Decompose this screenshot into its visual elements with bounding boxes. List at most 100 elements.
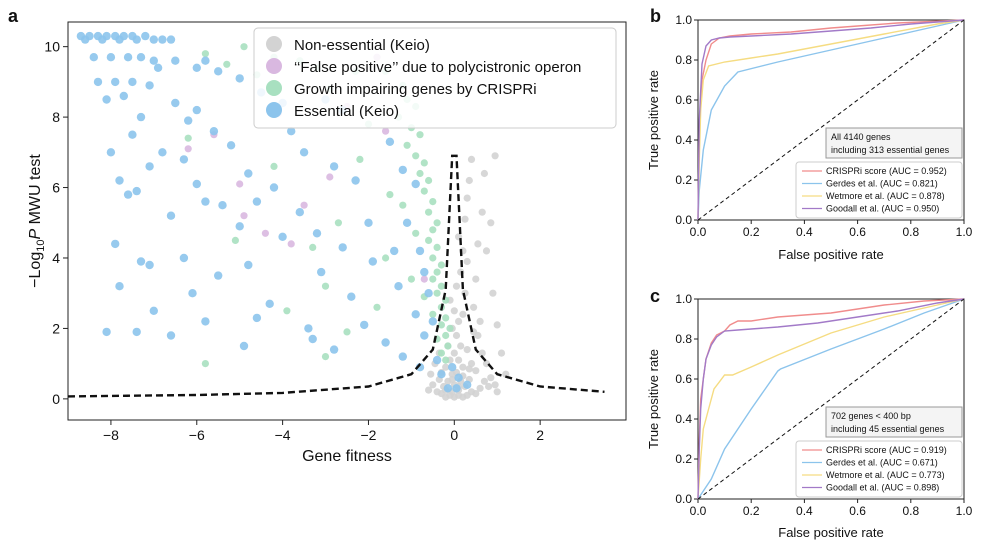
scatter-point (425, 236, 433, 244)
a-ytick-label: 6 (52, 180, 60, 196)
scatter-point (491, 152, 499, 160)
scatter-point (119, 91, 128, 101)
scatter-point (420, 267, 429, 277)
roc-curve (697, 298, 965, 500)
roc-curve (697, 19, 965, 221)
scatter-point (321, 282, 330, 290)
scatter-point (493, 321, 501, 329)
roc-xtick-label: 0.6 (849, 225, 866, 239)
scatter-point (201, 197, 210, 206)
scatter-point (415, 246, 425, 256)
scatter-point (480, 169, 488, 178)
panel-a-label: a (8, 6, 19, 26)
scatter-point (455, 317, 463, 325)
scatter-point (201, 50, 209, 58)
scatter-point (385, 137, 395, 146)
scatter-point (452, 282, 461, 290)
panel-a-legend: Non-essential (Keio) ‘‘False positive’’ … (253, 27, 617, 129)
scatter-point (270, 162, 278, 170)
scatter-point (459, 363, 467, 371)
scatter-point (252, 197, 262, 206)
scatter-point (188, 289, 197, 298)
scatter-point (399, 201, 407, 209)
scatter-point (429, 381, 437, 389)
roc-curve (697, 298, 965, 500)
panel-b-legend-wetmore: Wetmore et al. (AUC = 0.878) (826, 191, 945, 201)
panel-b-legend-crispri: CRISPRi score (AUC = 0.952) (826, 166, 947, 176)
scatter-point (158, 35, 167, 44)
panel-a-x-axis-label: Gene fitness (302, 448, 392, 465)
scatter-point (223, 60, 231, 68)
scatter-point (461, 215, 469, 223)
panel-c-legend-box (795, 440, 963, 498)
roc-ytick-label: 0.4 (675, 412, 692, 426)
a-xtick-label: −6 (189, 427, 205, 443)
scatter-point (145, 81, 154, 90)
scatter-point (106, 53, 116, 62)
scatter-point (295, 208, 304, 217)
scatter-point (343, 328, 351, 336)
scatter-point (480, 377, 488, 385)
panel-c-legend-crispri: CRISPRi score (AUC = 0.919) (826, 445, 947, 455)
scatter-point (457, 342, 465, 350)
scatter-point (123, 190, 133, 199)
scatter-point (452, 384, 461, 393)
scatter-point (390, 246, 399, 256)
scatter-point (308, 334, 317, 344)
scatter-point (265, 299, 274, 308)
scatter-point (244, 260, 253, 270)
scatter-point (411, 179, 420, 189)
scatter-point (235, 222, 244, 231)
scatter-point (287, 127, 296, 136)
roc-ytick-label: 0.0 (675, 213, 692, 227)
a-xtick-label: 0 (450, 427, 458, 443)
scatter-point (115, 282, 124, 291)
roc-xtick-label: 0.2 (743, 504, 760, 518)
a-ytick-label: 10 (44, 39, 60, 55)
legend-label-growth-impairing: Growth impairing genes by CRISPRi (294, 81, 537, 98)
scatter-point (487, 219, 495, 227)
scatter-point (433, 289, 441, 297)
scatter-point (403, 141, 411, 149)
scatter-point (493, 388, 501, 396)
panel-a-ticks: −8 −6 −4 −2 0 2 0 2 4 6 8 10 (44, 39, 544, 443)
scatter-point (171, 56, 180, 65)
scatter-point (482, 247, 491, 255)
scatter-point (425, 176, 433, 185)
scatter-point (437, 282, 445, 290)
panel-c-note: 702 genes < 400 bp including 45 essentia… (825, 406, 963, 438)
roc-ytick-label: 1.0 (675, 292, 692, 306)
roc-ytick-label: 1.0 (675, 13, 692, 27)
scatter-point (425, 386, 433, 394)
scatter-point (93, 77, 103, 87)
panel-b-note: All 4140 genes including 313 essential g… (825, 127, 963, 159)
scatter-point (427, 370, 435, 378)
scatter-point (145, 260, 154, 270)
scatter-point (149, 35, 158, 44)
scatter-point (171, 98, 180, 108)
scatter-point (420, 187, 428, 195)
panel-b-legend-gerdes: Gerdes et al. (AUC = 0.821) (826, 179, 938, 189)
scatter-point (283, 307, 291, 315)
scatter-point (425, 208, 433, 216)
panel-c-y-axis-label: True positive rate (646, 349, 661, 449)
scatter-point (236, 180, 244, 188)
roc-curve (697, 19, 965, 221)
scatter-point (429, 275, 437, 283)
scatter-point (184, 116, 193, 125)
panel-b-x-axis-label: False positive rate (778, 247, 884, 262)
a-xtick-label: −2 (360, 427, 376, 443)
scatter-point (442, 331, 450, 340)
scatter-point (416, 169, 424, 178)
roc-xtick-label: 0.4 (796, 504, 813, 518)
scatter-point (166, 35, 176, 44)
scatter-point (465, 176, 473, 185)
scatter-point (433, 219, 441, 227)
a-ytick-label: 2 (52, 320, 60, 336)
roc-xtick-label: 1.0 (956, 504, 973, 518)
legend-swatch-growth-impairing (266, 80, 282, 96)
scatter-point (429, 254, 437, 262)
panel-a: a −8 −6 −4 −2 0 2 0 2 4 6 8 10 Non-essential (Keio)… (8, 6, 627, 465)
scatter-point (437, 321, 445, 329)
